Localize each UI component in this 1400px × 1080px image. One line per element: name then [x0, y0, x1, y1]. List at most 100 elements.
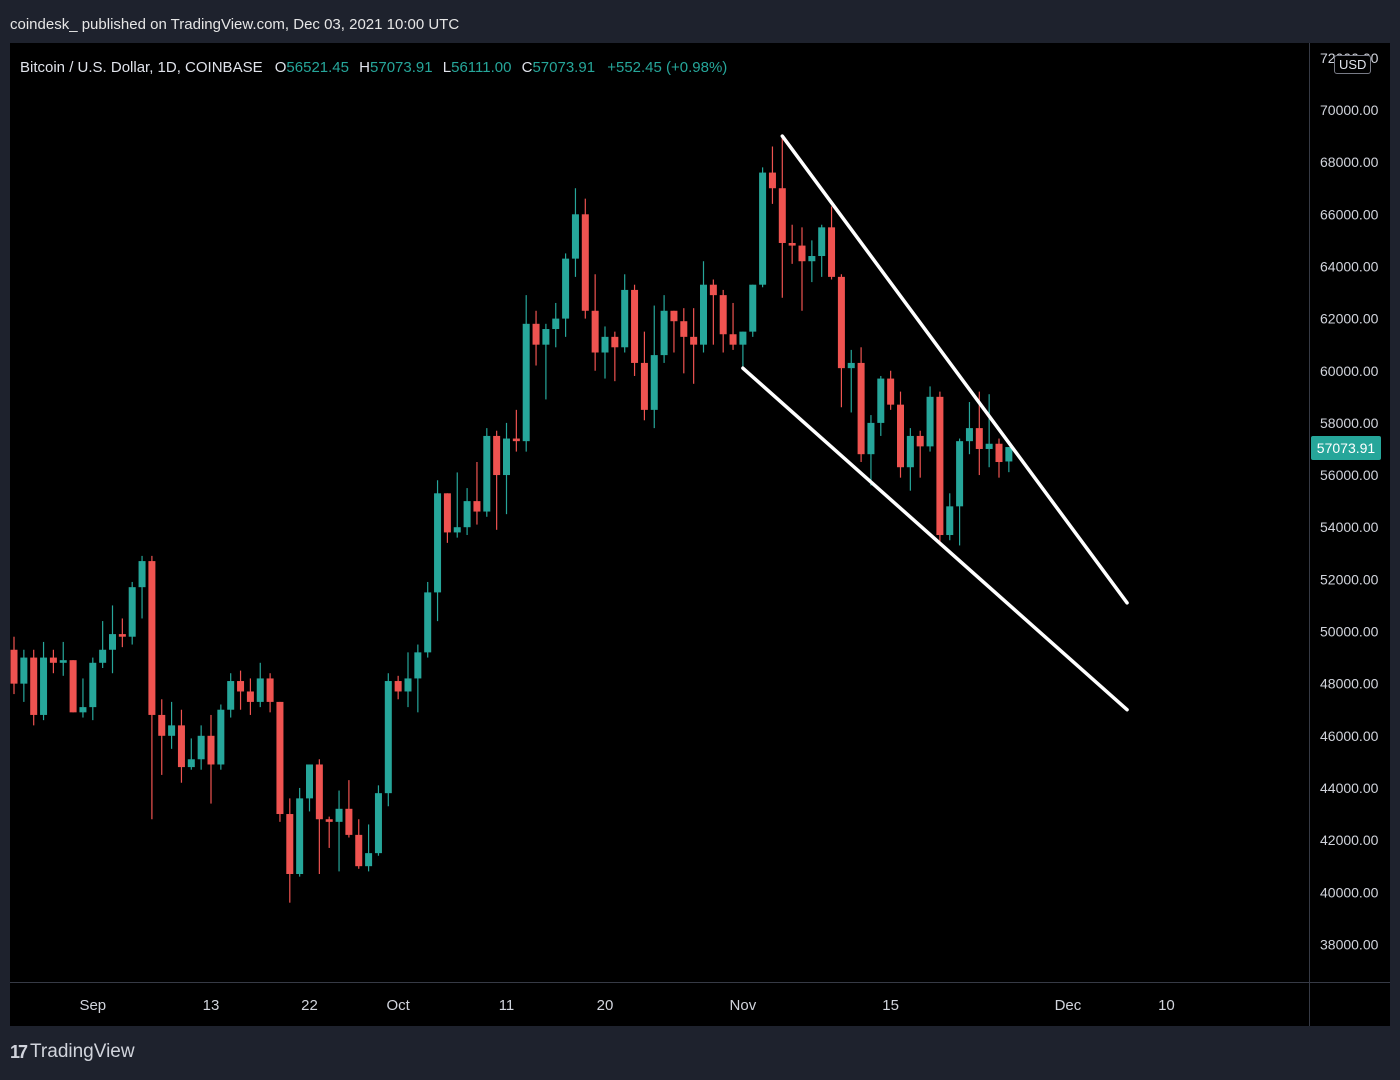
price-tick-label: 38000.00: [1320, 936, 1379, 952]
candle-body: [69, 660, 77, 713]
candle: [168, 701, 176, 749]
candle-body: [660, 310, 668, 356]
candle-body: [443, 493, 451, 533]
candle: [581, 198, 589, 319]
candle-body: [237, 681, 245, 692]
candle: [601, 326, 609, 379]
candle-body: [345, 808, 353, 835]
candle: [798, 227, 806, 311]
symbol-name: Bitcoin / U.S. Dollar, 1D, COINBASE: [20, 59, 263, 76]
candle-body: [434, 493, 442, 593]
candle-body: [768, 172, 776, 189]
candle: [847, 349, 855, 413]
candle: [434, 480, 442, 622]
price-tick-label: 62000.00: [1320, 311, 1379, 327]
candle-body: [227, 681, 235, 710]
candle: [365, 824, 373, 872]
candle-body: [197, 735, 205, 760]
candle: [956, 438, 964, 546]
candle-body: [916, 435, 924, 447]
price-tick-label: 46000.00: [1320, 728, 1379, 744]
candle: [532, 310, 540, 366]
candle-body: [591, 310, 599, 353]
candle: [759, 167, 767, 288]
price-tick-label: 60000.00: [1320, 363, 1379, 379]
price-tick-label: 40000.00: [1320, 884, 1379, 900]
candle: [690, 308, 698, 384]
candle-body: [266, 678, 274, 702]
candle-body: [847, 362, 855, 369]
candle: [256, 662, 264, 708]
candle-body: [877, 378, 885, 423]
candle-body: [532, 323, 540, 345]
candle-body: [207, 735, 215, 765]
candle-body: [177, 725, 185, 768]
candle-body: [414, 652, 422, 679]
candle: [473, 462, 481, 525]
candle-body: [404, 678, 412, 692]
candle: [640, 331, 648, 421]
close-label: C: [521, 59, 533, 76]
candle: [512, 409, 520, 452]
candle: [99, 621, 107, 669]
candle: [266, 673, 274, 713]
candle: [355, 819, 363, 869]
candle-body: [473, 501, 481, 512]
time-tick-label: 20: [597, 997, 614, 1014]
candle: [808, 240, 816, 283]
candle-body: [857, 362, 865, 455]
price-tick-label: 42000.00: [1320, 832, 1379, 848]
tradingview-brand[interactable]: 17 TradingView: [10, 1041, 135, 1063]
candle: [837, 274, 845, 408]
candle: [335, 790, 343, 872]
candle: [20, 649, 28, 702]
last-price-tag: 57073.91: [1311, 436, 1381, 460]
trendline-upper: [780, 134, 1129, 605]
currency-button[interactable]: USD: [1334, 55, 1372, 74]
candle-body: [217, 709, 225, 765]
chart-frame[interactable]: [10, 43, 1390, 1026]
candle-body: [374, 793, 382, 854]
candle-body: [798, 245, 806, 262]
low-value: 56111.00: [451, 59, 512, 76]
candle: [503, 422, 510, 515]
candle: [749, 284, 757, 337]
price-tick-label: 56000.00: [1320, 467, 1379, 483]
candle: [89, 657, 97, 721]
candle: [680, 308, 688, 374]
candle-body: [325, 819, 333, 822]
candle-body: [79, 707, 87, 713]
candle: [49, 649, 57, 674]
candle: [325, 816, 333, 848]
candle-body: [276, 701, 284, 815]
candle-body: [365, 853, 373, 867]
candle-body: [581, 214, 589, 311]
candle: [443, 493, 451, 543]
tradingview-logo-icon: 17: [10, 1041, 28, 1062]
open-label: O: [274, 59, 287, 76]
candle-body: [965, 428, 973, 442]
candle-body: [562, 258, 570, 319]
candle-body: [503, 438, 510, 476]
candle: [286, 798, 294, 903]
candle: [414, 644, 422, 713]
candle: [768, 146, 776, 204]
candle: [729, 302, 737, 350]
candle-body: [99, 649, 107, 663]
time-tick-label: 11: [499, 997, 515, 1014]
candle-body: [20, 657, 28, 684]
candle-body: [946, 506, 954, 536]
candle: [276, 701, 284, 822]
candle-body: [542, 329, 550, 345]
candle-body: [483, 435, 491, 512]
candle-body: [985, 443, 993, 449]
candle: [1005, 447, 1013, 473]
candle-body: [522, 323, 530, 442]
price-axis-labels: 38000.00 40000.00 42000.00 44000.00 46000.00…: [1320, 50, 1379, 953]
candle-body: [749, 284, 757, 332]
time-tick-label: Dec: [1055, 997, 1082, 1014]
candle: [719, 289, 727, 353]
candle: [148, 555, 156, 820]
candle: [591, 274, 599, 371]
